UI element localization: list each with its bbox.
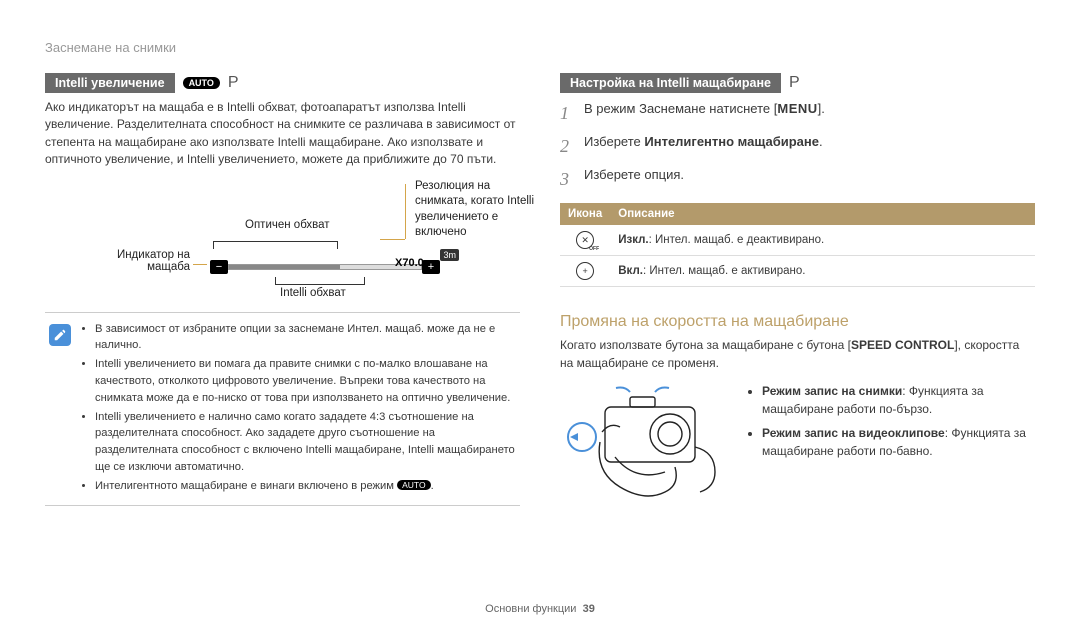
note-box: В зависимост от избраните опции за засне… xyxy=(45,312,520,506)
right-column: Настройка на Intelli мащабиране P 1 В ре… xyxy=(560,73,1035,512)
intelli-zoom-pill: Intelli увеличение xyxy=(45,73,175,93)
right-section-header: Настройка на Intelli мащабиране P xyxy=(560,73,1035,93)
list-item: Режим запис на видеоклипове: Функцията з… xyxy=(762,424,1035,460)
note-item: Интелигентното мащабиране е винаги включ… xyxy=(95,478,516,495)
note-item: Intelli увеличението е налично само кога… xyxy=(95,409,516,476)
zoom-diagram: Оптичен обхват Индикатор на мащаба Intel… xyxy=(45,179,520,309)
step-3: 3 Изберете опция. xyxy=(560,165,1035,194)
step-number: 3 xyxy=(560,165,576,194)
speed-paragraph: Когато използвате бутона за мащабиране с… xyxy=(560,337,1035,372)
left-column: Intelli увеличение AUTO P Ако индикаторъ… xyxy=(45,73,520,512)
breadcrumb: Заснемане на снимки xyxy=(45,40,1035,55)
speed-heading: Промяна на скоростта на мащабиране xyxy=(560,313,1035,331)
intelli-setting-pill: Настройка на Intelli мащабиране xyxy=(560,73,781,93)
steps-list: 1 В режим Заснемане натиснете [MENU]. 2 … xyxy=(560,99,1035,193)
zoom-off-icon: ✕ xyxy=(576,231,594,249)
note-item: В зависимост от избраните опции за засне… xyxy=(95,321,516,355)
speed-bullets: Режим запис на снимки: Функцията за маща… xyxy=(748,382,1035,512)
zoom-x-value: X70.0 xyxy=(395,257,424,269)
list-item: Режим запис на снимки: Функцията за маща… xyxy=(762,382,1035,418)
note-icon xyxy=(49,324,71,346)
table-row: ✕ Изкл.: Интел. мащаб. е деактивирано. xyxy=(560,225,1035,256)
scale-indicator-label: Индикатор на мащаба xyxy=(95,249,190,273)
note-list: В зависимост от избраните опции за засне… xyxy=(81,321,516,497)
menu-button-label: MENU xyxy=(777,101,817,116)
icon-table: Икона Описание ✕ Изкл.: Интел. мащаб. е … xyxy=(560,203,1035,287)
resolution-indicator-badge: 3m xyxy=(440,249,459,261)
note-item: Intelli увеличението ви помага да правит… xyxy=(95,356,516,406)
resolution-label: Резолюция на снимката, когато Intelli ув… xyxy=(415,179,535,241)
auto-badge-inline: AUTO xyxy=(397,480,430,490)
intelli-range-label: Intelli обхват xyxy=(280,287,346,299)
mode-p-label: P xyxy=(228,74,239,92)
step-2: 2 Изберете Интелигентно мащабиране. xyxy=(560,132,1035,161)
table-header-desc: Описание xyxy=(610,203,1035,225)
zoom-plus-icon: + xyxy=(422,260,440,274)
table-header-icon: Икона xyxy=(560,203,610,225)
zoom-minus-icon: − xyxy=(210,260,228,274)
auto-badge: AUTO xyxy=(183,77,220,89)
zoom-on-icon: + xyxy=(576,262,594,280)
optical-range-label: Оптичен обхват xyxy=(245,219,330,231)
step-1: 1 В режим Заснемане натиснете [MENU]. xyxy=(560,99,1035,128)
table-row: + Вкл.: Интел. мащаб. е активирано. xyxy=(560,256,1035,287)
mode-p-label-right: P xyxy=(789,74,800,92)
step-number: 2 xyxy=(560,132,576,161)
left-section-header: Intelli увеличение AUTO P xyxy=(45,73,520,93)
intelli-paragraph: Ако индикаторът на мащаба е в Intelli об… xyxy=(45,99,520,169)
step-number: 1 xyxy=(560,99,576,128)
camera-illustration xyxy=(560,382,730,512)
page-footer: Основни функции 39 xyxy=(0,603,1080,615)
